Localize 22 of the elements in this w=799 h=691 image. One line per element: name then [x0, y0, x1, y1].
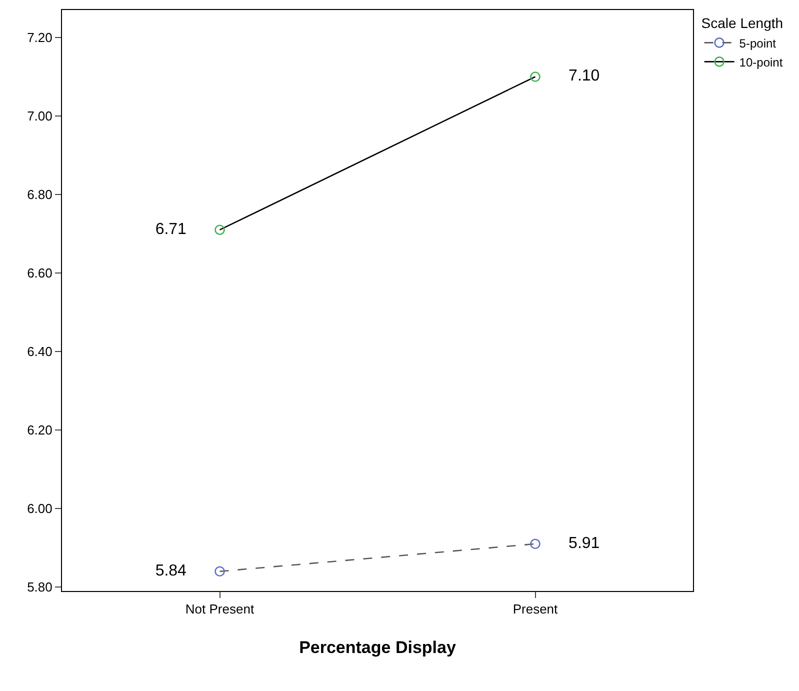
y-tick-label: 7.00: [27, 108, 52, 124]
point: [214, 224, 225, 235]
data-label: 5.84: [155, 562, 214, 580]
point: [530, 538, 540, 550]
y-tick-label: 7.20: [27, 30, 52, 46]
y-tick-label: 6.20: [27, 422, 52, 438]
point: [214, 566, 225, 577]
point: [530, 72, 540, 82]
y-tick-label: 6.40: [27, 344, 52, 360]
data-label: 7.10: [542, 68, 600, 85]
y-tick-label: 6.80: [27, 187, 52, 202]
legend-label: 10-point: [739, 55, 784, 70]
legend-label: 5-point: [739, 36, 777, 50]
y-tick-label: 6.60: [27, 266, 52, 281]
y-tick-label: 6.00: [27, 501, 52, 516]
x-tick-label: Not Present: [185, 602, 254, 617]
x-axis-title: Percentage Display: [299, 638, 456, 657]
data-label: 5.91: [542, 534, 600, 552]
x-tick-label: Present: [512, 602, 558, 617]
legend-title: Scale Length: [701, 15, 784, 32]
y-tick-label: 5.80: [27, 580, 52, 595]
data-label: 6.71: [155, 220, 214, 238]
